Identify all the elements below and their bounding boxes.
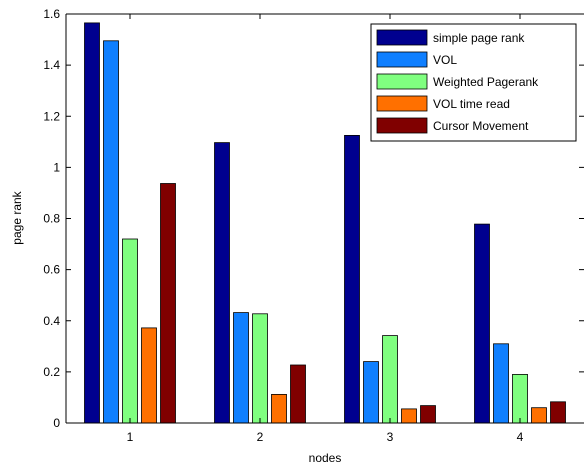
bar-weighted-pagerank-node-1 bbox=[122, 238, 138, 424]
legend-swatch-vol-time-read bbox=[376, 95, 428, 112]
legend-label: VOL bbox=[433, 53, 457, 67]
legend-swatch-simple-page-rank bbox=[376, 29, 428, 46]
y-tick-label: 0 bbox=[53, 416, 60, 430]
bar-weighted-pagerank-node-3 bbox=[382, 335, 398, 424]
legend-label: simple page rank bbox=[433, 31, 525, 45]
bar-cursor-movement-node-4 bbox=[550, 401, 566, 424]
bar-vol-time-read-node-1 bbox=[141, 327, 157, 424]
legend-label: Weighted Pagerank bbox=[433, 75, 539, 89]
bar-weighted-pagerank-node-2 bbox=[252, 313, 268, 424]
x-tick-label: 2 bbox=[257, 430, 264, 444]
bar-simple-page-rank-node-2 bbox=[214, 142, 230, 424]
bars-layer bbox=[84, 22, 566, 424]
x-tick-label: 4 bbox=[517, 430, 524, 444]
y-tick-label: 0.6 bbox=[43, 263, 60, 277]
x-axis-label: nodes bbox=[309, 451, 342, 465]
bar-cursor-movement-node-3 bbox=[420, 405, 436, 424]
legend-label: VOL time read bbox=[433, 97, 510, 111]
ticks-layer: 0 0.2 0.4 0.6 0.8 1 1.2 1.4 1.6 1 2 3 4 bbox=[43, 7, 584, 444]
y-tick-label: 0.8 bbox=[43, 212, 60, 226]
legend-swatch-cursor-movement bbox=[376, 117, 428, 134]
bar-cursor-movement-node-2 bbox=[290, 364, 306, 424]
bar-vol-node-4 bbox=[493, 343, 509, 424]
bar-simple-page-rank-node-1 bbox=[84, 22, 100, 424]
y-tick-label: 0.2 bbox=[43, 365, 60, 379]
bar-vol-time-read-node-2 bbox=[271, 393, 287, 424]
legend: simple page rank VOL Weighted Pagerank VOL … bbox=[370, 23, 577, 142]
bar-cursor-movement-node-1 bbox=[160, 183, 176, 424]
y-tick-label: 1.6 bbox=[43, 7, 60, 21]
y-tick-label: 1 bbox=[53, 160, 60, 174]
bar-vol-time-read-node-3 bbox=[401, 408, 417, 424]
bar-vol-node-2 bbox=[233, 312, 249, 424]
legend-swatch-weighted-pagerank bbox=[376, 73, 428, 90]
legend-swatch-vol bbox=[376, 51, 428, 68]
bar-simple-page-rank-node-4 bbox=[474, 223, 490, 424]
x-tick-label: 1 bbox=[127, 430, 134, 444]
y-tick-label: 1.4 bbox=[43, 58, 60, 72]
y-tick-label: 0.4 bbox=[43, 314, 60, 328]
y-axis-label: page rank bbox=[10, 190, 24, 244]
y-tick-label: 1.2 bbox=[43, 109, 60, 123]
bar-simple-page-rank-node-3 bbox=[344, 134, 360, 424]
bar-weighted-pagerank-node-4 bbox=[512, 373, 528, 424]
bar-vol-node-3 bbox=[363, 361, 379, 424]
x-tick-label: 3 bbox=[387, 430, 394, 444]
bar-vol-time-read-node-4 bbox=[531, 407, 547, 424]
legend-label: Cursor Movement bbox=[433, 119, 529, 133]
bar-vol-node-1 bbox=[103, 40, 119, 424]
